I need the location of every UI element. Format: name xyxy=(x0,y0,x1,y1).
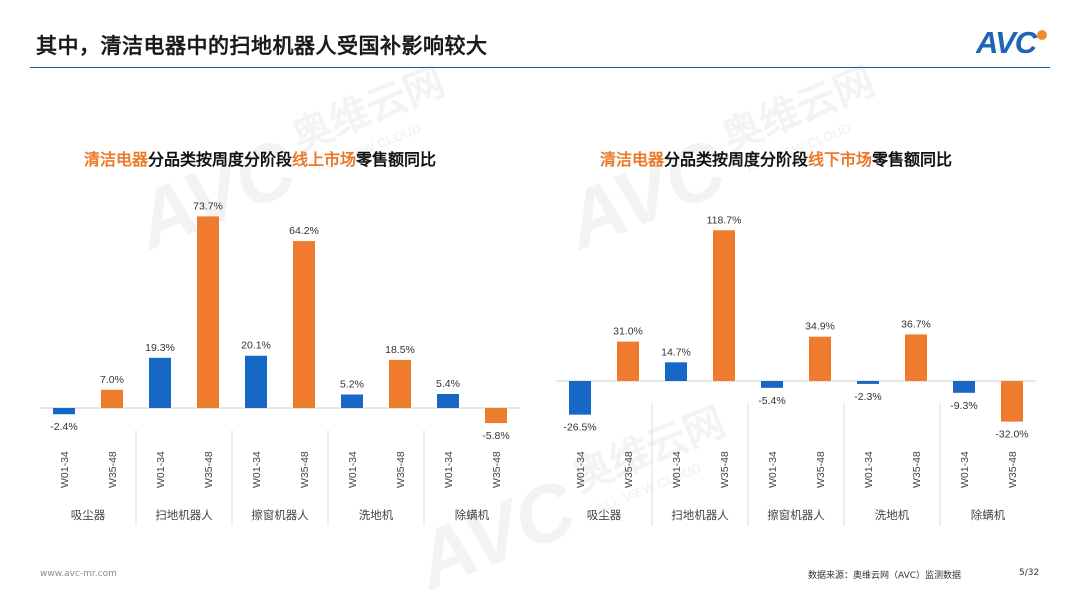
bar-W01-34 xyxy=(569,381,591,415)
bar-W35-48 xyxy=(389,359,411,408)
week-tick-label: W35-48 xyxy=(815,451,827,488)
category-label: 吸尘器 xyxy=(587,508,622,522)
bar-W35-48 xyxy=(713,230,735,381)
data-label: -2.4% xyxy=(50,421,77,433)
week-tick-label: W01-34 xyxy=(155,451,167,488)
week-tick-label: W35-48 xyxy=(203,451,215,488)
bar-W35-48 xyxy=(1001,381,1023,422)
week-tick-label: W35-48 xyxy=(719,451,731,488)
category-label: 吸尘器 xyxy=(71,508,106,522)
data-label: 118.7% xyxy=(707,214,742,226)
week-tick-label: W35-48 xyxy=(491,451,503,488)
chart-offline: -26.5% W01-34 31.0% W35-48 吸尘器 14.7% W01-34 118… xyxy=(556,214,1036,526)
page-title: 其中，清洁电器中的扫地机器人受国补影响较大 xyxy=(36,34,488,58)
title-part: 线下市场 xyxy=(808,150,873,169)
week-tick-label: W01-34 xyxy=(863,451,875,488)
data-label: -2.3% xyxy=(854,391,881,403)
title-part: 分品类按周度分阶段 xyxy=(664,150,809,169)
category-label: 扫地机器人 xyxy=(155,508,213,522)
logo-dot xyxy=(1037,30,1047,40)
data-source: 数据来源：奥维云网（AVC）监测数据 xyxy=(808,571,962,581)
data-label: -5.8% xyxy=(482,430,509,442)
bar-W01-34 xyxy=(665,362,687,381)
data-label: 73.7% xyxy=(193,200,223,212)
title-part: 零售额同比 xyxy=(356,150,437,169)
bar-W01-34 xyxy=(53,408,75,415)
data-label: 64.2% xyxy=(289,225,319,237)
website-url: www.avc-mr.com xyxy=(40,569,117,579)
data-label: -5.4% xyxy=(758,395,785,407)
week-tick-label: W01-34 xyxy=(347,451,359,488)
week-tick-label: W35-48 xyxy=(107,451,119,488)
category-label: 擦窗机器人 xyxy=(251,508,309,522)
title-part: 线上市场 xyxy=(292,150,357,169)
bar-W01-34 xyxy=(953,381,975,393)
data-label: 14.7% xyxy=(661,346,691,358)
data-label: 31.0% xyxy=(613,326,643,338)
week-tick-label: W01-34 xyxy=(59,451,71,488)
category-label: 擦窗机器人 xyxy=(767,508,825,522)
category-label: 除螨机 xyxy=(971,508,1006,522)
data-label: 34.9% xyxy=(805,321,835,333)
data-label: 19.3% xyxy=(145,342,175,354)
category-label: 除螨机 xyxy=(455,508,490,522)
avc-logo-text: AVC xyxy=(976,25,1038,58)
bar-W35-48 xyxy=(485,408,507,424)
week-tick-label: W01-34 xyxy=(575,451,587,488)
week-tick-label: W01-34 xyxy=(959,451,971,488)
week-tick-label: W35-48 xyxy=(395,451,407,488)
week-tick-label: W01-34 xyxy=(443,451,455,488)
bar-W01-34 xyxy=(245,355,267,408)
title-rule xyxy=(30,67,1050,68)
chart-title-online: 清洁电器分品类按周度分阶段线上市场零售额同比 xyxy=(84,146,436,170)
category-label: 洗地机 xyxy=(875,508,910,522)
title-part: 清洁电器 xyxy=(84,150,149,169)
bar-W35-48 xyxy=(101,389,123,408)
bar-W01-34 xyxy=(149,357,171,408)
week-tick-label: W35-48 xyxy=(911,451,923,488)
data-label: 5.4% xyxy=(436,378,460,390)
chart-title-offline: 清洁电器分品类按周度分阶段线下市场零售额同比 xyxy=(600,146,952,170)
week-tick-label: W35-48 xyxy=(623,451,635,488)
bar-W35-48 xyxy=(293,241,315,408)
bar-W35-48 xyxy=(905,334,927,381)
title-part: 分品类按周度分阶段 xyxy=(148,150,293,169)
week-tick-label: W35-48 xyxy=(1007,451,1019,488)
category-label: 洗地机 xyxy=(359,508,394,522)
week-tick-label: W01-34 xyxy=(671,451,683,488)
week-tick-label: W01-34 xyxy=(251,451,263,488)
bar-W01-34 xyxy=(341,394,363,408)
bar-W01-34 xyxy=(437,393,459,408)
bar-W35-48 xyxy=(197,216,219,408)
bar-W01-34 xyxy=(761,381,783,388)
data-label: 20.1% xyxy=(241,340,271,352)
data-label: -26.5% xyxy=(563,422,596,434)
bar-W35-48 xyxy=(617,341,639,381)
data-label: -32.0% xyxy=(995,429,1028,441)
bar-W35-48 xyxy=(809,336,831,381)
data-label: 18.5% xyxy=(385,344,415,356)
avc-logo: AVC xyxy=(976,25,1047,58)
data-label: -9.3% xyxy=(950,400,977,412)
title-part: 清洁电器 xyxy=(600,150,665,169)
week-tick-label: W35-48 xyxy=(299,451,311,488)
page-number: 5/32 xyxy=(1019,568,1040,578)
week-tick-label: W01-34 xyxy=(767,451,779,488)
data-label: 36.7% xyxy=(901,318,931,330)
data-label: 5.2% xyxy=(340,378,364,390)
chart-online: -2.4% W01-34 7.0% W35-48 吸尘器 19.3% W01-34 73.7%… xyxy=(40,200,520,526)
bar-W01-34 xyxy=(857,381,879,384)
title-part: 零售额同比 xyxy=(872,150,953,169)
data-label: 7.0% xyxy=(100,374,124,386)
category-label: 扫地机器人 xyxy=(671,508,729,522)
